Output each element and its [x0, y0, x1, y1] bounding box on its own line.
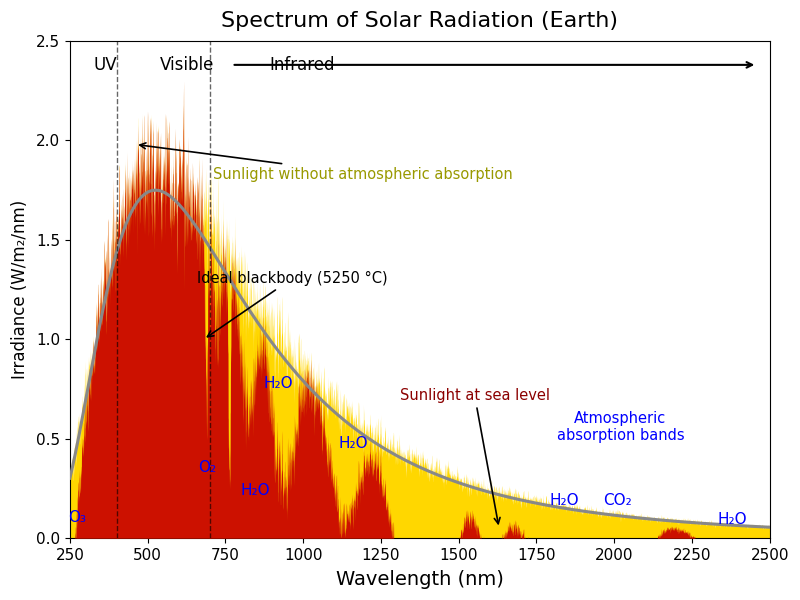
Text: Infrared: Infrared — [269, 56, 334, 74]
Text: Sunlight without atmospheric absorption: Sunlight without atmospheric absorption — [140, 143, 513, 182]
Text: Sunlight at sea level: Sunlight at sea level — [399, 388, 550, 524]
Text: UV: UV — [94, 56, 117, 74]
Text: H₂O: H₂O — [338, 436, 368, 451]
Text: O₃: O₃ — [68, 510, 86, 525]
Y-axis label: Irradiance (W/m₂/nm): Irradiance (W/m₂/nm) — [11, 200, 29, 379]
Text: O₂: O₂ — [198, 460, 217, 475]
Text: H₂O: H₂O — [718, 512, 747, 527]
Text: H₂O: H₂O — [263, 376, 293, 391]
Text: H₂O: H₂O — [240, 484, 270, 499]
X-axis label: Wavelength (nm): Wavelength (nm) — [336, 570, 504, 589]
Text: CO₂: CO₂ — [603, 493, 632, 508]
Text: Ideal blackbody (5250 °C): Ideal blackbody (5250 °C) — [198, 271, 388, 337]
Text: Atmospheric
absorption bands: Atmospheric absorption bands — [557, 410, 684, 443]
Title: Spectrum of Solar Radiation (Earth): Spectrum of Solar Radiation (Earth) — [222, 11, 618, 31]
Text: Visible: Visible — [160, 56, 214, 74]
Text: H₂O: H₂O — [550, 493, 579, 508]
